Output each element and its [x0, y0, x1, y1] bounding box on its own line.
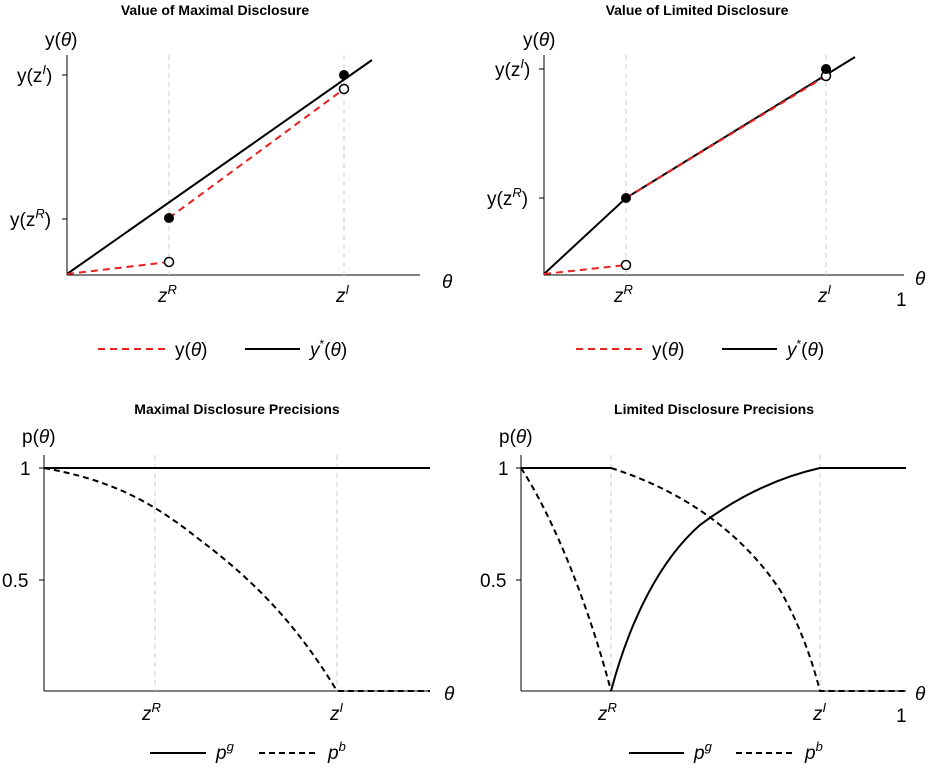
y-tick-label-yzI: y(zI) — [495, 56, 530, 81]
y-tick-label-yzR: y(zR) — [487, 185, 528, 210]
x-tick-label-zI: zI — [812, 700, 827, 725]
x-tick-label-zR: zR — [613, 282, 633, 307]
x-tick-label-1: 1 — [896, 290, 907, 311]
chart-title: Value of Limited Disclosure — [606, 2, 789, 18]
legend: y(θ) y*(θ) — [576, 337, 824, 361]
series-y-segment-2 — [625, 75, 827, 199]
series-y-segment-1 — [66, 261, 170, 275]
panel-precision-limited: Limited Disclosure Precisions p(θ) 1 0.5… — [480, 401, 926, 764]
y-axis-label: y(θ) — [523, 30, 555, 51]
x-axis-label: θ — [444, 684, 455, 705]
legend: pg pb — [150, 739, 346, 764]
x-axis-label: θ — [915, 269, 926, 290]
x-tick-label-1: 1 — [896, 706, 907, 727]
panel-value-limited: Value of Limited Disclosure y(θ) y(zI) y… — [487, 2, 926, 361]
x-axis-label: θ — [442, 272, 453, 293]
chart-title: Limited Disclosure Precisions — [614, 401, 814, 417]
panel-value-max: Value of Maximal Disclosure y(θ) y(zI) y… — [10, 2, 453, 361]
y-tick-label: 1 — [20, 459, 31, 480]
series-pb-line — [43, 467, 430, 692]
closed-point — [164, 213, 174, 223]
legend-label-pg: pg — [693, 739, 713, 764]
y-tick-label: 1 — [498, 459, 509, 480]
x-tick-label-zR: zR — [141, 700, 161, 725]
open-point — [620, 259, 632, 271]
x-tick-label-zI: zI — [329, 700, 344, 725]
open-point — [338, 83, 350, 95]
x-tick-label-zR: zR — [597, 700, 617, 725]
x-tick-label-zI: zI — [335, 282, 350, 307]
legend-label-ystar: y*(θ) — [308, 337, 347, 361]
chart-title: Value of Maximal Disclosure — [121, 2, 310, 18]
y-axis-label: p(θ) — [22, 427, 56, 448]
series-ystar-line — [66, 59, 373, 275]
x-tick-label-zR: zR — [157, 282, 177, 307]
y-tick-label-yzI: y(zI) — [17, 62, 52, 87]
legend-label-ystar: y*(θ) — [785, 337, 824, 361]
legend-label-pg: pg — [215, 739, 235, 764]
legend: pg pb — [629, 739, 823, 764]
open-point — [163, 256, 175, 268]
series-pb-line — [520, 467, 906, 692]
series-y-segment-2 — [168, 88, 345, 219]
closed-point — [821, 64, 831, 74]
y-tick-label-yzR: y(zR) — [10, 206, 51, 231]
closed-point — [339, 70, 349, 80]
legend-label-pb: pb — [804, 739, 823, 764]
closed-point — [621, 193, 631, 203]
series-y-segment-1 — [543, 264, 627, 275]
chart-title: Maximal Disclosure Precisions — [134, 401, 340, 417]
y-tick-label: 0.5 — [2, 571, 28, 592]
x-axis-label: θ — [915, 684, 926, 705]
y-axis-label: y(θ) — [45, 30, 77, 51]
legend-label-y: y(θ) — [175, 340, 207, 361]
y-tick-label: 0.5 — [480, 571, 506, 592]
series-pg-line — [521, 467, 906, 692]
legend-label-pb: pb — [327, 739, 346, 764]
legend: y(θ) y*(θ) — [98, 337, 347, 361]
panel-precision-max: Maximal Disclosure Precisions p(θ) 1 0.5… — [2, 401, 455, 764]
legend-label-y: y(θ) — [652, 340, 684, 361]
y-axis-label: p(θ) — [499, 427, 533, 448]
x-tick-label-zI: zI — [817, 282, 832, 307]
series-ystar-line — [543, 56, 856, 275]
